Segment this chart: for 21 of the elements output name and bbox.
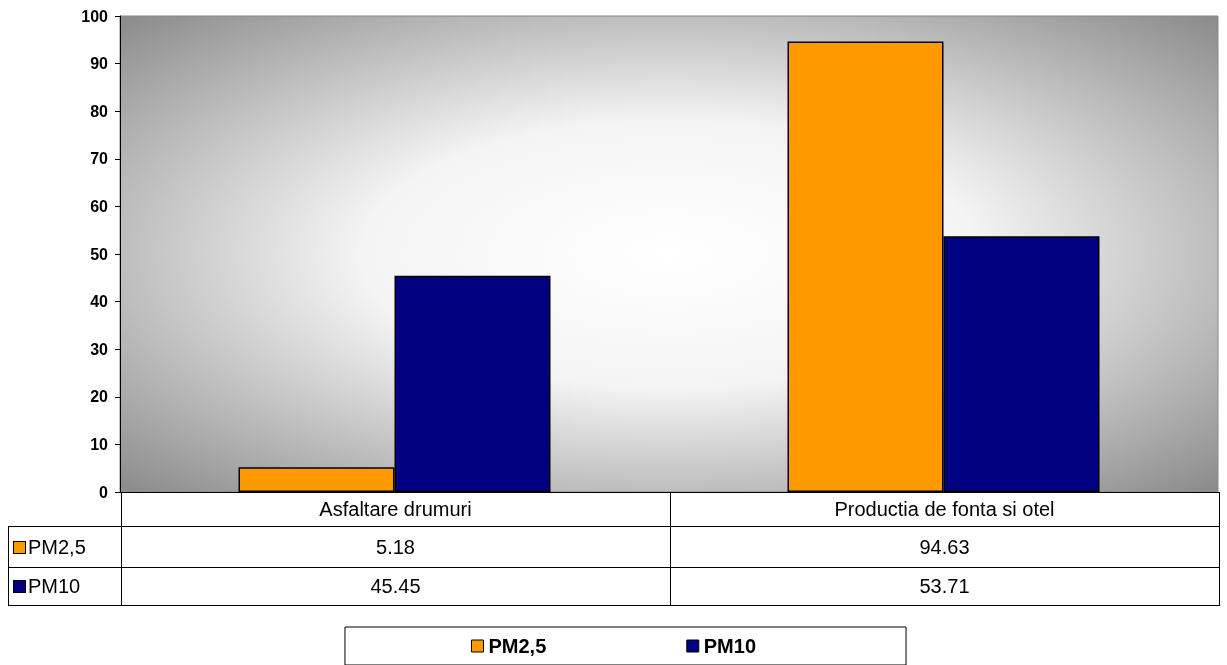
y-tick-label: 60 [90, 197, 109, 215]
data-label: 45.45 [121, 567, 670, 606]
legend-label: PM2,5 [488, 635, 547, 657]
y-tick-label: 30 [90, 340, 109, 358]
y-tick-label: 90 [90, 55, 109, 73]
y-tick-label: 50 [90, 245, 109, 263]
data-label: 5.18 [121, 526, 670, 568]
data-label: 53.71 [670, 567, 1219, 606]
text: PM10 [28, 575, 81, 597]
data-label: 94.63 [670, 526, 1219, 568]
x-tick-label: Productia de fonta si otel [670, 492, 1219, 527]
text: PM2,5 [28, 535, 86, 558]
y-tick-label: 80 [90, 102, 109, 120]
x-tick-label: Asfaltare drumuri [121, 492, 670, 527]
y-tick-label: 0 [99, 483, 109, 501]
y-tick-label: 10 [90, 435, 109, 453]
y-tick-label: 70 [90, 150, 109, 168]
y-tick-label: 20 [90, 388, 109, 406]
y-tick-label: 100 [81, 7, 109, 25]
y-tick-label: 40 [90, 293, 109, 311]
legend-label: PM10 [703, 635, 757, 657]
